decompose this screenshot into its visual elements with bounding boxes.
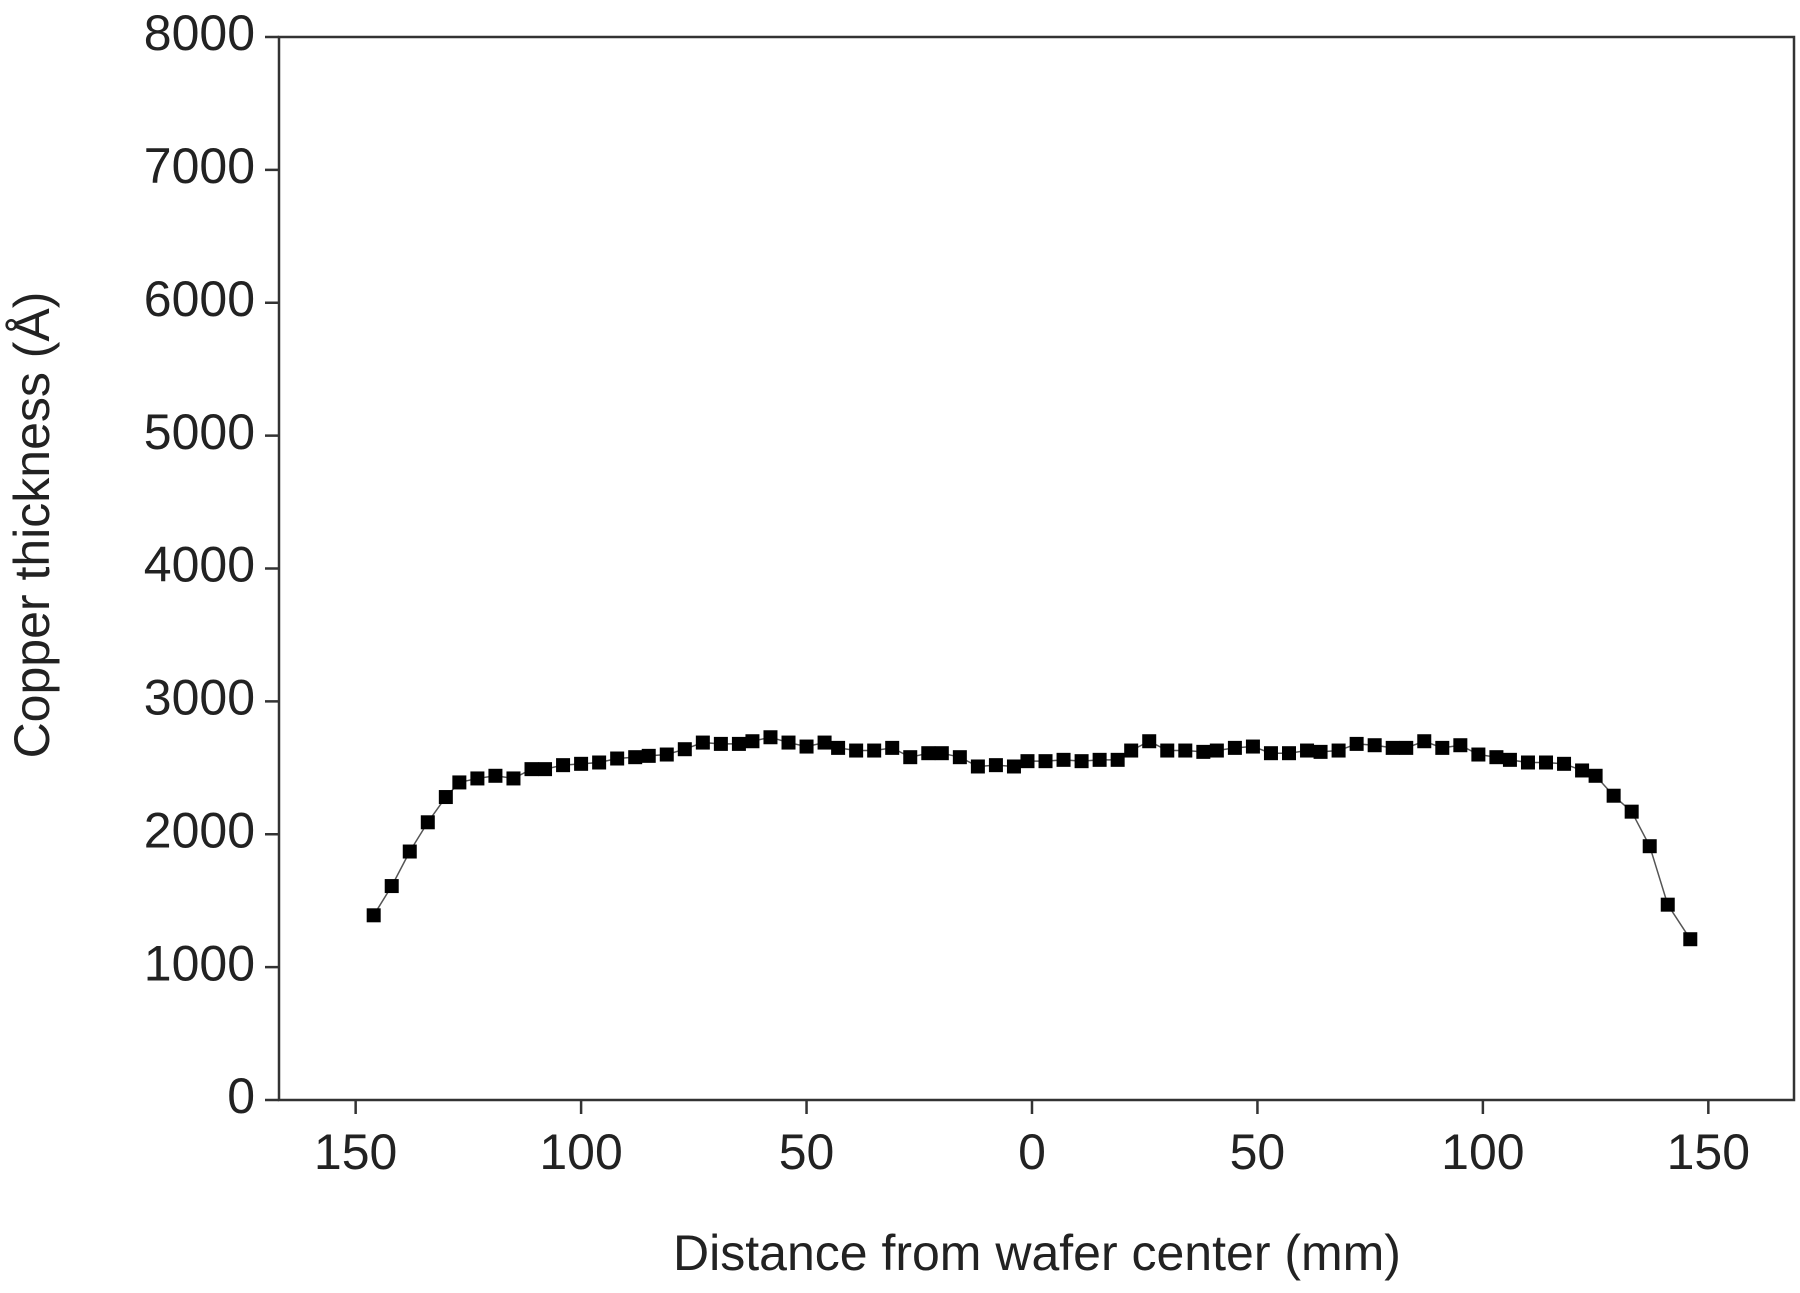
data-point: [1124, 743, 1139, 758]
data-point: [1074, 754, 1089, 769]
data-point: [402, 844, 417, 859]
data-point: [1489, 750, 1504, 765]
x-tick-label: 50: [779, 1124, 835, 1180]
data-point: [885, 740, 900, 755]
data-point: [952, 750, 967, 765]
data-point: [1539, 755, 1554, 770]
data-point: [1160, 743, 1175, 758]
data-point: [695, 735, 710, 750]
data-point: [366, 908, 381, 923]
data-point: [988, 758, 1003, 773]
x-tick-label: 50: [1230, 1124, 1286, 1180]
data-point: [438, 790, 453, 805]
data-point: [1642, 839, 1657, 854]
data-point: [1606, 788, 1621, 803]
data-point: [1196, 744, 1211, 759]
data-point: [763, 730, 778, 745]
data-point: [831, 740, 846, 755]
data-point: [781, 735, 796, 750]
y-tick-label: 6000: [144, 271, 255, 327]
data-point: [384, 879, 399, 894]
data-point: [1178, 743, 1193, 758]
data-point: [1227, 740, 1242, 755]
data-point: [745, 734, 760, 749]
data-point: [506, 771, 521, 786]
data-point: [659, 747, 674, 762]
data-point: [1142, 734, 1157, 749]
data-point: [849, 743, 864, 758]
data-point: [1417, 734, 1432, 749]
y-tick-label: 2000: [144, 802, 255, 858]
data-point: [420, 815, 435, 830]
data-point: [903, 750, 918, 765]
data-point: [641, 748, 656, 763]
data-point: [799, 739, 814, 754]
data-point: [1588, 768, 1603, 783]
data-point: [628, 750, 643, 765]
y-tick-label: 5000: [144, 404, 255, 460]
data-point: [1245, 739, 1260, 754]
data-point: [1092, 752, 1107, 767]
data-point: [677, 742, 692, 757]
y-tick-label: 8000: [144, 5, 255, 61]
data-point: [1313, 744, 1328, 759]
data-point: [610, 751, 625, 766]
data-point: [1367, 738, 1382, 753]
data-point: [970, 759, 985, 774]
x-tick-label: 150: [1667, 1124, 1750, 1180]
data-point: [1502, 752, 1517, 767]
data-point: [1624, 804, 1639, 819]
data-point: [713, 736, 728, 751]
data-point: [524, 762, 539, 777]
x-tick-label: 100: [539, 1124, 622, 1180]
data-point: [1557, 756, 1572, 771]
y-tick-label: 4000: [144, 537, 255, 593]
data-point: [1110, 752, 1125, 767]
data-point: [1331, 743, 1346, 758]
data-point: [731, 736, 746, 751]
data-point: [867, 743, 882, 758]
y-tick-label: 1000: [144, 935, 255, 991]
data-point: [1038, 754, 1053, 769]
x-tick-label: 100: [1441, 1124, 1524, 1180]
data-point: [470, 771, 485, 786]
data-point: [488, 768, 503, 783]
y-tick-label: 7000: [144, 138, 255, 194]
data-point: [1349, 736, 1364, 751]
plot-frame: [277, 35, 1796, 1102]
data-point: [1520, 755, 1535, 770]
x-tick-label: 150: [314, 1124, 397, 1180]
data-point: [1263, 746, 1278, 761]
data-point: [538, 762, 553, 777]
x-axis-title: Distance from wafer center (mm): [673, 1225, 1401, 1281]
data-point: [1020, 754, 1035, 769]
data-point: [921, 746, 936, 761]
x-tick-label: 0: [1018, 1124, 1046, 1180]
data-point: [592, 755, 607, 770]
y-tick-label: 3000: [144, 670, 255, 726]
data-point: [574, 756, 589, 771]
y-tick-label: 0: [227, 1068, 255, 1124]
data-point: [1282, 746, 1296, 761]
data-point: [1385, 740, 1400, 755]
data-point: [1300, 743, 1315, 758]
data-point: [1006, 759, 1021, 774]
data-point: [1399, 740, 1414, 755]
data-point: [1660, 897, 1675, 912]
data-point: [452, 775, 467, 790]
y-axis-title: Copper thickness (Å): [4, 292, 60, 759]
data-point: [1435, 740, 1450, 755]
data-point: [1471, 747, 1486, 762]
data-point: [1575, 763, 1590, 778]
data-point: [1209, 743, 1224, 758]
data-point: [934, 746, 949, 761]
data-point: [1453, 738, 1468, 753]
data-point: [817, 735, 832, 750]
data-point: [1056, 752, 1071, 767]
data-point: [556, 758, 571, 773]
data-point: [1683, 932, 1698, 947]
